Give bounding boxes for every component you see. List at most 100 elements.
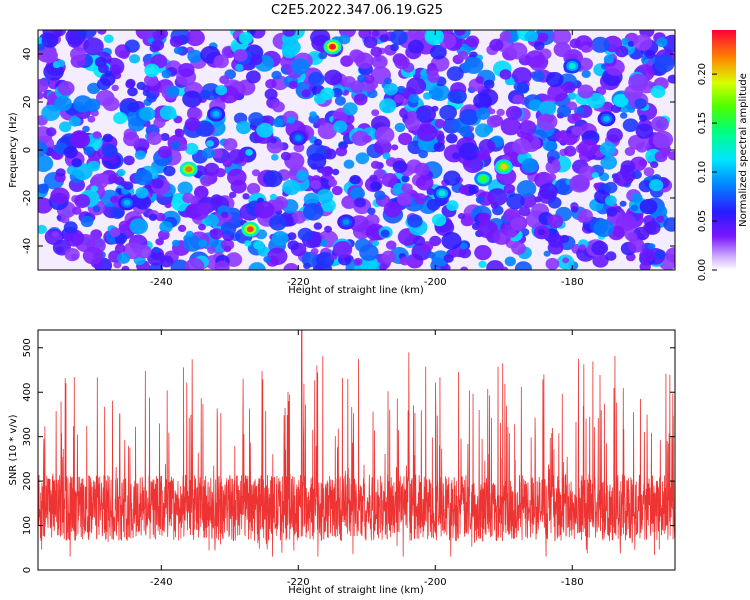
heatmap-cell	[350, 80, 365, 94]
heatmap-cell	[519, 120, 537, 136]
heatmap-cell	[570, 206, 579, 213]
heatmap-cell	[562, 257, 570, 264]
heatmap-cell	[210, 194, 223, 205]
heatmap-cell	[63, 146, 78, 159]
heatmap-cell	[379, 263, 387, 270]
heatmap-cell	[244, 240, 252, 247]
heatmap-cell	[163, 165, 176, 177]
y-tick-label: 400	[22, 383, 33, 402]
y-tick-label: -20	[22, 190, 33, 206]
heatmap-cell	[363, 83, 375, 93]
heatmap-cell	[73, 95, 93, 113]
figure-title: C2E5.2022.347.06.19.G25	[271, 3, 443, 18]
heatmap-cell	[281, 45, 297, 59]
heatmap-cell	[144, 74, 159, 87]
x-tick-label: -240	[150, 277, 173, 288]
heatmap-cell	[654, 151, 668, 163]
heatmap-cell	[591, 36, 610, 53]
heatmap-cell	[332, 168, 340, 176]
heatmap-cell	[114, 243, 126, 254]
heatmap-cell	[639, 261, 651, 270]
heatmap-cell	[635, 123, 654, 139]
heatmap-cell	[372, 240, 380, 247]
heatmap-cell	[228, 149, 246, 164]
heatmap-cell	[120, 180, 128, 187]
heatmap-cell	[654, 54, 675, 73]
heatmap-cell	[534, 196, 542, 203]
heatmap-cell	[511, 67, 532, 85]
heatmap-hotspot	[212, 111, 220, 117]
heatmap-cell	[313, 122, 321, 129]
x-tick-label: -200	[424, 277, 447, 288]
heatmap-cell	[431, 213, 447, 227]
heatmap-cell	[446, 133, 458, 144]
heatmap-cell	[586, 92, 606, 109]
heatmap-cell	[50, 187, 70, 205]
heatmap-cell	[547, 173, 557, 182]
heatmap-cell	[593, 182, 601, 189]
heatmap-cell	[371, 109, 380, 117]
heatmap-cell	[408, 93, 420, 104]
heatmap-cell	[129, 218, 149, 235]
heatmap-cell	[446, 66, 464, 82]
heatmap-cell	[483, 79, 495, 90]
heatmap-cell	[90, 229, 103, 240]
heatmap-cell	[342, 102, 358, 116]
heatmap-cell	[644, 220, 661, 235]
heatmap-cell	[581, 45, 591, 53]
heatmap-cell	[64, 248, 80, 262]
heatmap-cell	[537, 228, 545, 236]
heatmap-cell	[427, 71, 440, 83]
heatmap-cell	[499, 69, 512, 80]
heatmap-cell	[639, 248, 656, 263]
heatmap-cell	[183, 235, 202, 252]
heatmap-cell	[380, 229, 390, 238]
heatmap-cell	[90, 185, 99, 192]
heatmap-cell	[415, 105, 436, 123]
heatmap-cell	[512, 138, 531, 155]
heatmap-cell	[383, 201, 402, 218]
heatmap-cell	[254, 200, 275, 219]
heatmap-cell	[248, 112, 264, 126]
heatmap-cell	[92, 205, 101, 213]
heatmap-cell	[389, 30, 408, 46]
heatmap-cell	[459, 242, 468, 250]
heatmap-cell	[620, 160, 636, 173]
heatmap-cell	[246, 70, 261, 84]
colorbar-tick-label: 0.15	[697, 112, 708, 134]
heatmap-cell	[401, 183, 413, 193]
heatmap-cell	[207, 246, 216, 254]
heatmap-cell	[353, 264, 366, 270]
heatmap-cell	[135, 30, 155, 40]
heatmap-cell	[394, 55, 410, 70]
heatmap-cell	[619, 200, 627, 207]
heatmap-cell	[398, 132, 413, 146]
heatmap-cell	[394, 122, 406, 133]
heatmap-cell	[577, 208, 593, 223]
snr-xlabel: Height of straight line (km)	[288, 585, 424, 596]
y-tick-label: 300	[22, 427, 33, 446]
heatmap-cell	[160, 133, 170, 141]
heatmap-cell	[463, 56, 484, 74]
heatmap-cell	[426, 198, 441, 211]
heatmap-cell	[477, 149, 490, 161]
heatmap-cell	[621, 37, 630, 45]
heatmap-cell	[108, 174, 119, 184]
heatmap-cell	[370, 181, 382, 191]
heatmap-cell	[245, 149, 253, 156]
heatmap-cell	[80, 215, 94, 228]
heatmap-cell	[97, 30, 107, 35]
heatmap-cell	[58, 121, 72, 133]
heatmap-cell	[184, 142, 199, 155]
heatmap-cell	[563, 133, 578, 146]
heatmap-cell	[357, 74, 367, 83]
heatmap-cell	[215, 85, 228, 96]
y-tick-label: 0	[22, 567, 33, 573]
heatmap-cell	[443, 170, 461, 186]
heatmap-cell	[124, 39, 140, 53]
heatmap-cell	[123, 132, 140, 147]
heatmap-cell	[104, 70, 113, 78]
heatmap-cell	[220, 221, 237, 236]
heatmap-cell	[514, 261, 532, 270]
heatmap-cell	[248, 262, 266, 270]
